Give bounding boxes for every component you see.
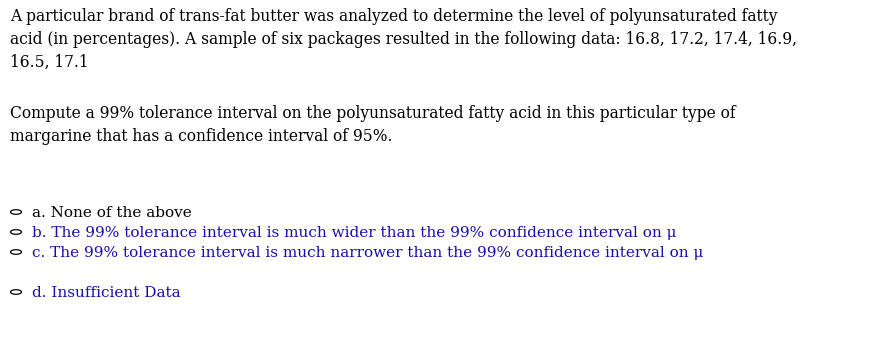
Text: Compute a 99% tolerance interval on the polyunsaturated fatty acid in this parti: Compute a 99% tolerance interval on the … [10, 105, 736, 145]
Text: b. The 99% tolerance interval is much wider than the 99% confidence interval on : b. The 99% tolerance interval is much wi… [32, 226, 677, 240]
Text: c. The 99% tolerance interval is much narrower than the 99% confidence interval : c. The 99% tolerance interval is much na… [32, 246, 704, 260]
Text: d. Insufficient Data: d. Insufficient Data [32, 286, 180, 300]
Text: A particular brand of trans-fat butter was analyzed to determine the level of po: A particular brand of trans-fat butter w… [10, 8, 797, 71]
Text: a. None of the above: a. None of the above [32, 206, 192, 220]
